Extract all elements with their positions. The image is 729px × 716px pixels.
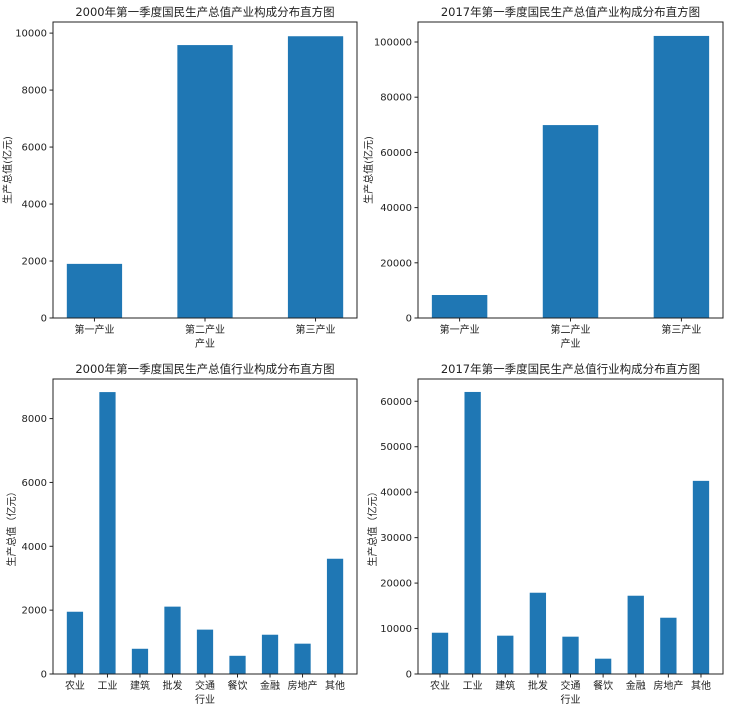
y-tick-label: 20000 <box>380 258 412 269</box>
y-axis-label: 生产总值（亿元） <box>366 487 379 567</box>
x-tick-label: 其他 <box>691 679 711 692</box>
y-tick-label: 0 <box>406 670 412 681</box>
bar-第三产业 <box>653 35 710 318</box>
x-tick-label: 房地产 <box>653 679 683 692</box>
x-tick-label: 批发 <box>528 679 548 692</box>
bar-农业 <box>66 611 84 674</box>
y-tick-label: 40000 <box>380 203 412 214</box>
x-tick-label: 第二产业 <box>551 323 591 336</box>
bar-餐饮 <box>229 655 246 674</box>
chart-title: 2000年第一季度国民生产总值行业构成分布直方图 <box>75 362 334 376</box>
x-tick-label: 工业 <box>463 680 483 692</box>
y-tick-label: 10000 <box>380 624 412 635</box>
bar-金融 <box>627 595 644 674</box>
y-tick-label: 60000 <box>380 148 412 159</box>
bar-农业 <box>431 632 449 674</box>
x-tick-label: 餐饮 <box>593 679 613 692</box>
y-tick-label: 40000 <box>380 488 412 499</box>
bar-其他 <box>692 480 710 674</box>
chart-title: 2000年第一季度国民生产总值产业构成分布直方图 <box>75 5 334 19</box>
y-tick-label: 8000 <box>22 414 47 425</box>
bar-交通 <box>196 629 214 674</box>
y-axis-label: 生产总值(亿元) <box>1 136 14 204</box>
subplot-2017-industry-sector: 0 20000 40000 60000 80000 100000 第一产业 第二产业 第三产业产… <box>362 5 724 350</box>
x-tick-label: 其他 <box>325 679 345 692</box>
x-tick-label: 第二产业 <box>185 323 225 336</box>
y-tick-label: 30000 <box>380 533 412 544</box>
y-axis-label: 生产总值（亿元） <box>5 487 18 567</box>
x-tick-label: 交通 <box>195 679 215 692</box>
x-tick-label: 金融 <box>626 679 646 692</box>
y-tick-label: 6000 <box>22 478 47 489</box>
bar-工业 <box>99 392 116 674</box>
y-tick-label: 2000 <box>22 606 47 617</box>
x-tick-label: 第三产业 <box>661 323 701 336</box>
y-tick-label: 80000 <box>380 93 412 104</box>
bar-批发 <box>164 606 181 674</box>
bar-建筑 <box>131 648 149 674</box>
bar-其他 <box>326 558 344 674</box>
bar-金融 <box>261 634 279 674</box>
axes-frame <box>417 378 724 675</box>
y-tick-label: 0 <box>406 314 412 325</box>
x-tick-label: 第一产业 <box>74 323 114 336</box>
chart-title: 2017年第一季度国民生产总值产业构成分布直方图 <box>441 5 700 19</box>
y-tick-label: 6000 <box>22 143 47 154</box>
chart-title: 2017年第一季度国民生产总值行业构成分布直方图 <box>441 362 700 376</box>
x-axis-label: 行业 <box>561 693 581 706</box>
x-tick-label: 批发 <box>162 679 182 692</box>
y-tick-label: 60000 <box>380 397 412 408</box>
y-tick-label: 100000 <box>374 38 412 49</box>
y-tick-label: 0 <box>41 314 47 325</box>
bar-交通 <box>562 636 579 674</box>
y-axis-label: 生产总值(亿元) <box>362 136 375 204</box>
x-tick-label: 农业 <box>65 679 85 692</box>
y-tick-label: 50000 <box>380 442 412 453</box>
bar-批发 <box>529 592 547 674</box>
bar-房地产 <box>660 617 677 674</box>
y-tick-label: 0 <box>41 670 47 681</box>
y-tick-label: 4000 <box>22 542 47 553</box>
x-axis-label: 产业 <box>195 337 215 350</box>
x-tick-label: 金融 <box>260 679 280 692</box>
x-tick-label: 第三产业 <box>296 323 336 336</box>
x-axis-label: 产业 <box>561 337 581 350</box>
x-tick-label: 建筑 <box>495 679 515 692</box>
x-tick-label: 餐饮 <box>228 679 248 692</box>
x-axis-label: 行业 <box>195 693 215 706</box>
subplot-2017-industry-branch: 0 10000 20000 30000 40000 50000 60000 农业 工业 建筑 批发交… <box>366 362 724 706</box>
bar-第一产业 <box>431 295 488 318</box>
bar-第一产业 <box>66 263 123 318</box>
bar-餐饮 <box>594 658 612 674</box>
x-tick-label: 农业 <box>430 679 450 692</box>
y-tick-label: 8000 <box>22 86 47 97</box>
bar-第二产业 <box>542 125 599 318</box>
bar-房地产 <box>294 643 311 674</box>
bar-建筑 <box>497 635 514 674</box>
bar-第三产业 <box>287 36 344 318</box>
x-tick-label: 建筑 <box>130 679 150 692</box>
bar-第二产业 <box>177 45 233 318</box>
y-tick-label: 20000 <box>380 579 412 590</box>
y-tick-label: 4000 <box>22 200 47 211</box>
y-tick-label: 10000 <box>15 29 47 40</box>
y-tick-label: 2000 <box>22 257 47 268</box>
x-tick-label: 交通 <box>561 679 581 692</box>
x-tick-label: 工业 <box>97 680 117 692</box>
bar-工业 <box>464 391 481 674</box>
x-tick-label: 第一产业 <box>440 323 480 336</box>
x-tick-label: 房地产 <box>288 679 318 692</box>
